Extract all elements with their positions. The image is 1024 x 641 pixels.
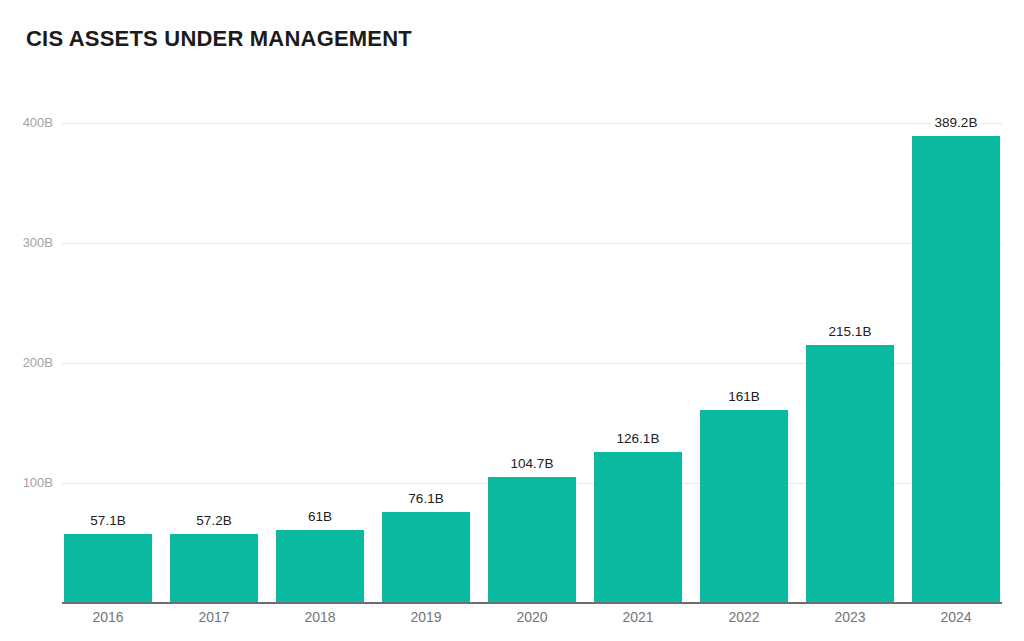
bar-2020 xyxy=(488,477,576,603)
y-tick-label-400B: 400B xyxy=(0,115,53,131)
y-tick-label-300B: 300B xyxy=(0,235,53,251)
bar-2023 xyxy=(806,345,894,603)
chart-page: CIS ASSETS UNDER MANAGEMENT 100B200B300B… xyxy=(0,0,1024,641)
bar-column-2021: 126.1B xyxy=(594,431,682,603)
bar-value-label-2017: 57.2B xyxy=(193,513,234,529)
y-tick-label-100B: 100B xyxy=(0,475,53,491)
bar-value-label-2019: 76.1B xyxy=(405,491,446,507)
y-tick-label-200B: 200B xyxy=(0,355,53,371)
bar-chart: 100B 200B 300B 400B 57.1B 57.2B 61B 76.1B 104.7… xyxy=(0,0,1024,641)
bar-column-2017: 57.2B xyxy=(170,513,258,603)
bar-2024 xyxy=(912,136,1000,603)
bar-value-label-2021: 126.1B xyxy=(614,431,663,447)
bar-column-2023: 215.1B xyxy=(806,324,894,603)
x-axis-label-2017: 2017 xyxy=(170,609,258,626)
x-axis-label-2018: 2018 xyxy=(276,609,364,626)
x-axis-label-2023: 2023 xyxy=(806,609,894,626)
bar-2021 xyxy=(594,452,682,603)
bar-value-label-2018: 61B xyxy=(305,509,335,525)
x-axis-line xyxy=(62,602,1002,604)
bar-2019 xyxy=(382,512,470,603)
bar-value-label-2023: 215.1B xyxy=(826,324,875,340)
bar-value-label-2024: 389.2B xyxy=(932,115,981,131)
bar-value-label-2016: 57.1B xyxy=(87,513,128,529)
bar-column-2016: 57.1B xyxy=(64,513,152,603)
x-axis-label-2021: 2021 xyxy=(594,609,682,626)
bar-column-2019: 76.1B xyxy=(382,491,470,603)
bar-column-2024: 389.2B xyxy=(912,115,1000,603)
x-axis-label-2019: 2019 xyxy=(382,609,470,626)
bar-value-label-2022: 161B xyxy=(725,389,763,405)
x-axis-label-2022: 2022 xyxy=(700,609,788,626)
bar-column-2018: 61B xyxy=(276,509,364,603)
x-axis-label-2020: 2020 xyxy=(488,609,576,626)
x-axis-labels: 2016 2017 2018 2019 2020 2021 2022 2023 2024 xyxy=(62,609,1002,626)
bar-value-label-2020: 104.7B xyxy=(508,456,557,472)
bar-2022 xyxy=(700,410,788,603)
bar-2018 xyxy=(276,530,364,603)
x-axis-label-2024: 2024 xyxy=(912,609,1000,626)
bar-2017 xyxy=(170,534,258,603)
bar-column-2022: 161B xyxy=(700,389,788,603)
bar-column-2020: 104.7B xyxy=(488,456,576,603)
bars-area: 57.1B 57.2B 61B 76.1B 104.7B 126.1B 161B 215.1B… xyxy=(62,0,1002,603)
x-axis-label-2016: 2016 xyxy=(64,609,152,626)
bar-2016 xyxy=(64,534,152,603)
